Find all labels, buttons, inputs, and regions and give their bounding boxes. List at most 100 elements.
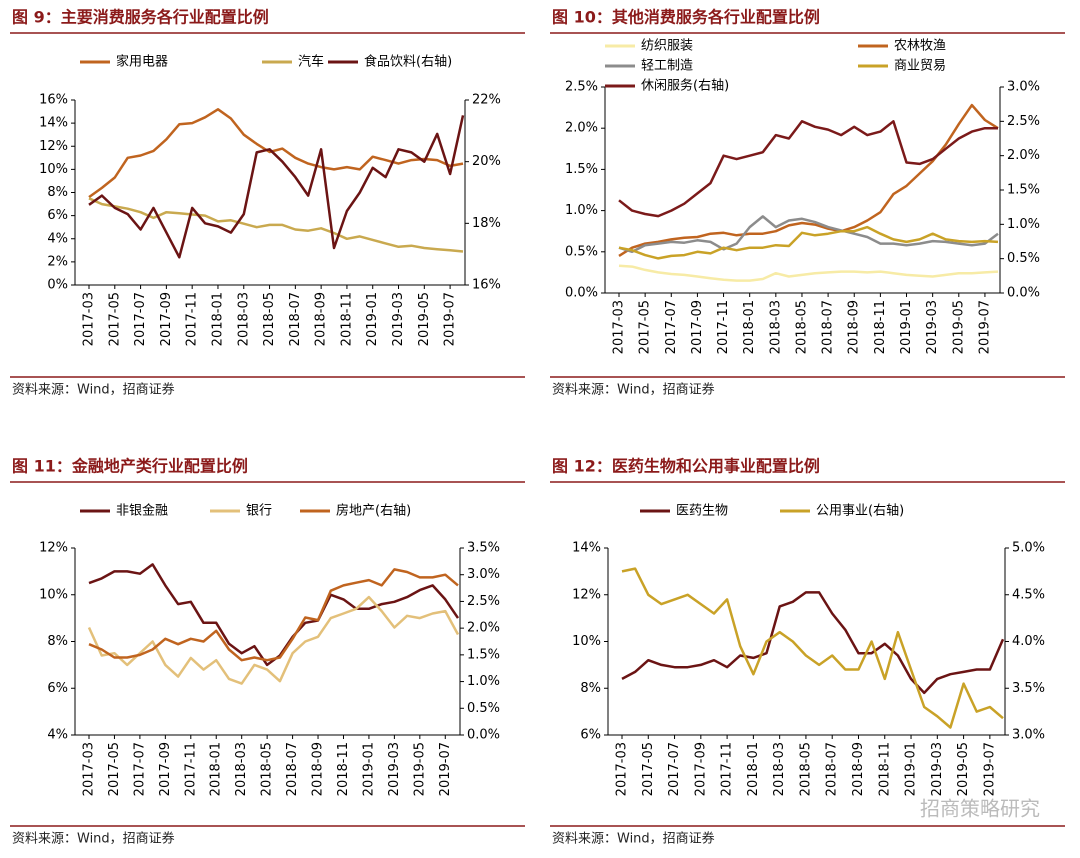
x-tick-label: 2018-05 <box>794 300 809 354</box>
y-tick-label: 2% <box>47 254 68 269</box>
y-tick-label: 0% <box>47 278 68 293</box>
legend-label: 银行 <box>246 504 272 519</box>
y2-tick-label: 2.0% <box>467 621 500 636</box>
x-tick-label: 2017-07 <box>667 742 682 796</box>
y-tick-label: 10% <box>572 634 601 649</box>
y2-tick-label: 1.0% <box>1007 217 1040 232</box>
x-tick-label: 2019-05 <box>951 300 966 354</box>
legend-label: 医药生物 <box>676 504 728 519</box>
x-tick-label: 2017-11 <box>720 742 735 796</box>
y2-tick-label: 3.0% <box>467 567 500 582</box>
y2-tick-label: 20% <box>472 154 501 169</box>
x-tick-label: 2017-03 <box>615 742 630 796</box>
y-tick-label: 4% <box>47 728 68 743</box>
x-tick-label: 2019-07 <box>977 300 992 354</box>
x-tick-label: 2019-01 <box>365 292 380 346</box>
chart-title: 图 11：金融地产类行业配置比例 <box>12 457 248 476</box>
y-tick-label: 6% <box>47 208 68 223</box>
x-tick-label: 2018-05 <box>262 292 277 346</box>
y-tick-label: 1.5% <box>565 162 598 177</box>
y-tick-label: 6% <box>47 681 68 696</box>
x-tick-label: 2019-03 <box>391 292 406 346</box>
series-line <box>88 563 460 667</box>
y-tick-label: 14% <box>39 116 68 131</box>
x-tick-label: 2017-03 <box>612 300 627 354</box>
legend-label: 农林牧渔 <box>894 39 946 54</box>
x-tick-label: 2017-05 <box>638 300 653 354</box>
x-tick-label: 2019-07 <box>443 292 458 346</box>
y2-tick-label: 22% <box>472 93 501 108</box>
y2-tick-label: 0.0% <box>1007 286 1040 301</box>
y2-tick-label: 2.5% <box>1007 114 1040 129</box>
series-line <box>618 264 999 282</box>
x-tick-label: 2019-05 <box>417 292 432 346</box>
x-tick-label: 2017-05 <box>641 742 656 796</box>
y-tick-label: 0.0% <box>565 286 598 301</box>
legend-label: 休闲服务(右轴) <box>641 78 729 94</box>
y2-tick-label: 2.0% <box>1007 148 1040 163</box>
x-tick-label: 2018-09 <box>851 742 866 796</box>
series-line <box>618 215 999 254</box>
x-tick-label: 2017-03 <box>82 742 97 796</box>
series-line <box>621 591 1005 695</box>
x-tick-label: 2019-01 <box>904 742 919 796</box>
x-tick-label: 2018-07 <box>825 742 840 796</box>
chart-title: 图 9：主要消费服务各行业配置比例 <box>12 8 269 27</box>
source-note: 资料来源：Wind，招商证券 <box>552 831 715 847</box>
y2-tick-label: 5.0% <box>1012 541 1045 556</box>
x-tick-label: 2018-07 <box>288 292 303 346</box>
x-tick-label: 2017-11 <box>185 292 200 346</box>
x-tick-label: 2018-03 <box>768 300 783 354</box>
x-tick-label: 2019-01 <box>899 300 914 354</box>
y2-tick-label: 4.0% <box>1012 634 1045 649</box>
x-tick-label: 2018-11 <box>877 742 892 796</box>
x-tick-label: 2018-07 <box>285 742 300 796</box>
x-tick-label: 2019-03 <box>387 742 402 796</box>
source-note: 资料来源：Wind，招商证券 <box>12 831 175 847</box>
y-tick-label: 12% <box>39 541 68 556</box>
y-tick-label: 0.5% <box>565 244 598 259</box>
legend-label: 纺织服装 <box>641 39 693 54</box>
y-tick-label: 10% <box>39 587 68 602</box>
x-tick-label: 2017-11 <box>183 742 198 796</box>
legend-label: 食品饮料(右轴) <box>364 54 452 70</box>
x-tick-label: 2018-11 <box>339 292 354 346</box>
y2-tick-label: 1.5% <box>467 647 500 662</box>
x-tick-label: 2018-01 <box>742 300 757 354</box>
x-tick-label: 2017-09 <box>693 742 708 796</box>
y2-tick-label: 3.0% <box>1007 80 1040 95</box>
y2-tick-label: 0.0% <box>467 728 500 743</box>
x-tick-label: 2018-01 <box>746 742 761 796</box>
y-tick-label: 2.0% <box>565 121 598 136</box>
y-tick-label: 2.5% <box>565 80 598 95</box>
series-line <box>618 225 999 260</box>
x-tick-label: 2017-11 <box>716 300 731 354</box>
x-tick-label: 2017-07 <box>133 292 148 346</box>
series-line <box>88 568 459 662</box>
y-tick-label: 14% <box>572 541 601 556</box>
x-tick-label: 2018-01 <box>210 292 225 346</box>
y2-tick-label: 1.5% <box>1007 183 1040 198</box>
legend-label: 非银金融 <box>116 503 168 519</box>
y2-tick-label: 2.5% <box>467 594 500 609</box>
chart-title: 图 10：其他消费服务各行业配置比例 <box>552 8 820 27</box>
x-tick-label: 2017-03 <box>82 292 97 346</box>
y2-tick-label: 16% <box>472 278 501 293</box>
y-tick-label: 6% <box>580 728 601 743</box>
y2-tick-label: 0.5% <box>467 701 500 716</box>
x-tick-label: 2018-05 <box>798 742 813 796</box>
x-tick-label: 2018-03 <box>772 742 787 796</box>
x-tick-label: 2018-11 <box>873 300 888 354</box>
y2-tick-label: 4.5% <box>1012 587 1045 602</box>
chart-title: 图 12：医药生物和公用事业配置比例 <box>552 457 820 476</box>
x-tick-label: 2019-05 <box>956 742 971 796</box>
x-tick-label: 2017-05 <box>107 742 122 796</box>
series-line <box>87 595 460 685</box>
series-line <box>621 567 1004 729</box>
series-line <box>88 197 464 253</box>
x-tick-label: 2018-07 <box>821 300 836 354</box>
series-line <box>88 115 465 259</box>
